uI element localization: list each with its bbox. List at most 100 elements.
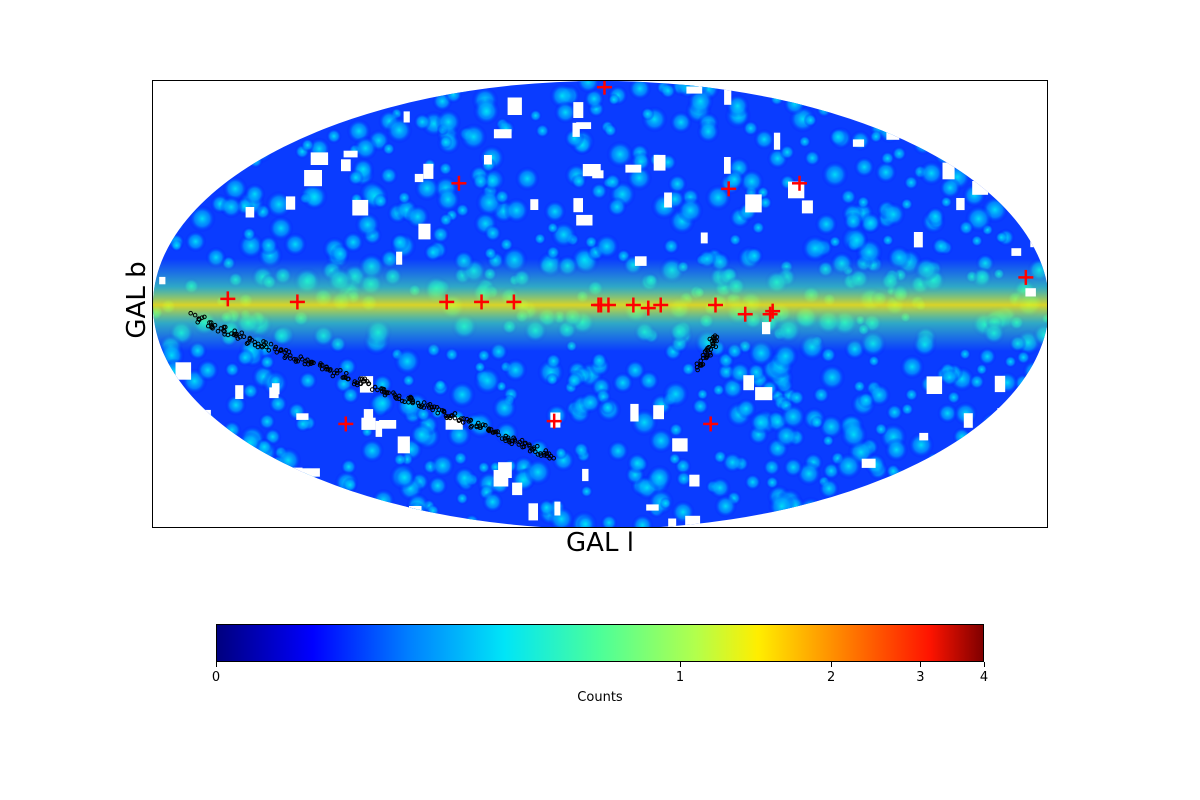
black-circle-source xyxy=(468,424,474,430)
intensity-blob xyxy=(207,133,225,151)
intensity-blob xyxy=(213,486,231,504)
intensity-blob xyxy=(426,504,440,518)
intensity-blob xyxy=(503,197,530,224)
intensity-blob xyxy=(691,397,709,415)
coverage-gap xyxy=(745,194,762,213)
black-circle-source xyxy=(338,368,343,373)
black-circle-source xyxy=(702,349,708,354)
intensity-blob xyxy=(330,243,351,264)
coverage-gap xyxy=(997,408,1014,425)
intensity-blob xyxy=(857,488,879,510)
intensity-blob xyxy=(989,145,1002,158)
coverage-gap xyxy=(963,413,973,428)
intensity-blob xyxy=(160,202,181,222)
intensity-blob xyxy=(810,415,824,430)
coverage-gap xyxy=(724,87,732,105)
intensity-blob xyxy=(215,448,244,477)
black-circle-source xyxy=(402,399,407,405)
coverage-gap xyxy=(204,466,215,474)
coverage-gap xyxy=(235,385,244,399)
coverage-gap xyxy=(630,403,639,422)
black-circle-source xyxy=(712,333,718,338)
colorbar-tick xyxy=(215,662,217,667)
intensity-blob xyxy=(1008,183,1035,209)
intensity-blob xyxy=(918,160,945,186)
intensity-blob xyxy=(248,153,263,169)
coverage-gap xyxy=(852,139,865,147)
intensity-blob xyxy=(1028,425,1047,451)
coverage-gap xyxy=(970,99,980,109)
intensity-blob xyxy=(668,422,684,438)
intensity-blob xyxy=(244,183,266,205)
intensity-blob xyxy=(993,405,1015,426)
red-cross-marker xyxy=(474,294,490,310)
intensity-blob xyxy=(200,443,214,457)
black-circle-source xyxy=(519,437,525,443)
intensity-blob xyxy=(600,514,618,527)
coverage-gap xyxy=(582,468,589,482)
black-circle-source xyxy=(527,442,532,448)
intensity-blob xyxy=(388,509,407,527)
black-circle-source xyxy=(478,425,483,430)
intensity-blob xyxy=(1020,421,1045,447)
black-circle-source xyxy=(516,442,522,447)
intensity-blob xyxy=(712,383,726,397)
coverage-gap xyxy=(1009,429,1025,448)
intensity-blob xyxy=(244,456,269,480)
intensity-blob xyxy=(979,497,995,513)
intensity-blob xyxy=(222,420,242,440)
intensity-blob xyxy=(934,127,960,154)
red-cross-marker xyxy=(765,303,781,319)
intensity-blob xyxy=(885,463,901,479)
black-circle-source xyxy=(544,453,550,459)
intensity-blob xyxy=(266,118,283,135)
intensity-blob xyxy=(988,474,1008,493)
coverage-gap xyxy=(801,200,813,214)
coverage-gap xyxy=(554,501,561,516)
coverage-gap xyxy=(942,162,955,180)
intensity-blob xyxy=(444,85,463,104)
red-cross-marker xyxy=(600,297,616,313)
intensity-blob xyxy=(1001,479,1020,497)
red-cross-marker xyxy=(546,413,562,429)
intensity-blob xyxy=(481,491,504,513)
intensity-blob xyxy=(393,505,409,521)
intensity-blob xyxy=(1018,86,1037,105)
intensity-blob xyxy=(326,128,342,144)
colorbar-tick xyxy=(983,662,985,667)
intensity-blob xyxy=(208,142,229,163)
black-circle-source xyxy=(244,341,250,346)
intensity-blob xyxy=(880,496,895,512)
black-circle-source xyxy=(221,328,226,334)
intensity-blob xyxy=(922,489,936,503)
intensity-blob xyxy=(438,135,453,150)
black-circle-source xyxy=(543,448,549,453)
intensity-blob xyxy=(797,515,811,527)
intensity-blob xyxy=(872,515,890,527)
intensity-blob xyxy=(1031,422,1047,442)
coverage-gap xyxy=(493,470,509,487)
black-circle-source xyxy=(327,368,333,373)
intensity-blob xyxy=(955,439,976,460)
coverage-gap xyxy=(576,122,592,129)
black-circle-source xyxy=(449,413,455,418)
intensity-blob xyxy=(985,424,999,438)
intensity-blob xyxy=(472,97,501,125)
coverage-gap xyxy=(913,232,923,248)
intensity-blob xyxy=(352,500,376,524)
intensity-blob xyxy=(975,363,988,376)
intensity-blob xyxy=(153,413,168,431)
intensity-blob xyxy=(899,481,917,499)
intensity-blob xyxy=(184,510,209,527)
intensity-blob xyxy=(749,411,773,434)
intensity-blob xyxy=(925,206,946,227)
intensity-blob xyxy=(762,458,781,477)
intensity-blob xyxy=(168,387,196,415)
intensity-blob xyxy=(783,92,806,116)
intensity-blob xyxy=(415,406,431,423)
intensity-blob xyxy=(853,156,875,178)
intensity-blob xyxy=(171,500,192,521)
intensity-blob xyxy=(1013,155,1036,178)
coverage-gap xyxy=(445,417,463,430)
black-circle-source xyxy=(286,349,292,355)
